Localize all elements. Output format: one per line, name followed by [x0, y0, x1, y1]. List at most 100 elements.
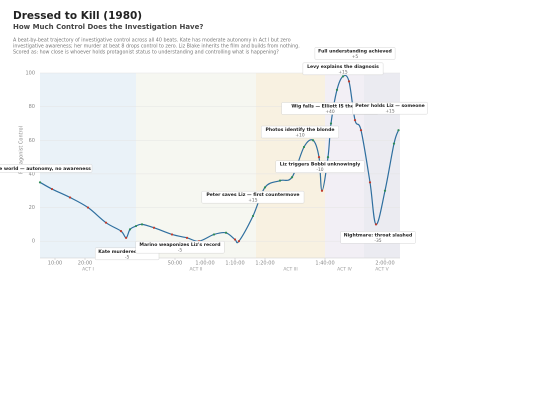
annotation-label: Liz triggers Bobbi unknowingly — [280, 162, 360, 168]
annotation-label: Marino weaponizes Liz's record — [139, 242, 220, 248]
annotation-label: Photos identify the blonde — [266, 127, 335, 133]
point — [119, 229, 123, 233]
x-tick-label: 10:00 — [48, 261, 62, 267]
point — [263, 186, 267, 189]
y-tick-label: 100 — [25, 71, 35, 77]
point — [237, 240, 240, 243]
annotation: Peter holds Liz — someone+15 — [352, 101, 428, 115]
x-tick-label: 20:00 — [78, 261, 92, 267]
annotation-delta: -5 — [125, 254, 130, 260]
point — [170, 233, 174, 236]
annotation-delta: +40 — [325, 109, 334, 115]
annotation: Marino weaponizes Liz's record-5 — [135, 240, 225, 254]
annotation-box — [340, 231, 416, 244]
annotation: Levy explains the diagnosis+15 — [302, 62, 384, 76]
point — [347, 80, 351, 83]
annotation: Photos identify the blonde+10 — [261, 125, 339, 139]
annotation-box — [261, 125, 339, 139]
annotation-label: Peter saves Liz — first countermove — [206, 192, 299, 198]
point — [374, 223, 378, 226]
y-axis-label: Protagonist Control — [19, 126, 25, 174]
y-tick-label: 60 — [29, 138, 35, 144]
annotation: Liz triggers Bobbi unknowingly-10 — [275, 160, 365, 173]
point — [152, 226, 156, 229]
point — [326, 155, 330, 159]
annotation-box — [314, 47, 396, 60]
point — [383, 189, 387, 192]
point — [140, 223, 144, 226]
description: A beat-by-beat trajectory of investigati… — [13, 38, 291, 44]
point — [212, 233, 216, 236]
annotation: Peter saves Liz — first countermove+15 — [201, 190, 305, 204]
x-tick-label: 1:10:00 — [225, 261, 244, 267]
annotation: Full understanding achieved+5 — [314, 47, 396, 60]
point — [359, 129, 363, 132]
annotation-label: Nightmare: throat slashed — [344, 232, 412, 238]
x-tick-label: 1:20:00 — [255, 261, 274, 267]
x-tick-label: 2:00:00 — [375, 261, 394, 267]
annotation-delta: +10 — [295, 133, 304, 139]
x-tick-label: 1:40:00 — [315, 261, 334, 267]
point — [302, 145, 306, 149]
act-band — [364, 73, 400, 258]
point — [368, 181, 372, 184]
point — [335, 88, 339, 91]
y-tick-label: 0 — [32, 239, 35, 245]
annotation-box — [352, 101, 428, 115]
point — [86, 206, 90, 209]
point — [38, 181, 42, 184]
point — [68, 196, 72, 199]
point — [311, 139, 315, 142]
description: Scored as: how close is whoever holds pr… — [13, 50, 279, 56]
point — [290, 176, 294, 179]
point — [251, 214, 255, 218]
y-tick-label: 80 — [29, 104, 35, 110]
point — [125, 236, 128, 239]
point — [50, 187, 54, 191]
act-label: ACT I — [82, 267, 94, 273]
point — [134, 224, 138, 228]
point — [233, 238, 237, 241]
annotation-delta: +15 — [385, 109, 394, 115]
description: investigative awareness; her murder at b… — [13, 44, 300, 50]
point — [224, 231, 228, 234]
annotation-label: e world — autonomy, no awareness — [0, 166, 91, 172]
annotation-label: Full understanding achieved — [318, 48, 392, 54]
annotation-box — [302, 62, 384, 76]
annotation: Nightmare: throat slashed-35 — [340, 231, 416, 244]
act-label: ACT IV — [337, 267, 353, 273]
y-tick-label: 20 — [29, 205, 35, 211]
point — [320, 189, 324, 192]
annotation-label: Peter holds Liz — someone — [355, 103, 425, 109]
point — [104, 221, 108, 224]
chart-subtitle: How Much Control Does the Investigation … — [13, 23, 203, 31]
point — [397, 129, 400, 132]
annotation-delta: -5 — [178, 248, 183, 254]
annotation-label: Levy explains the diagnosis — [307, 64, 379, 70]
point — [185, 236, 189, 239]
annotation-box — [135, 240, 225, 254]
point — [341, 75, 345, 78]
point — [392, 142, 396, 145]
point — [128, 228, 132, 231]
act-label: ACT II — [190, 267, 203, 273]
annotation-label: Wig falls — Elliott IS the killer — [291, 103, 369, 109]
point — [329, 122, 333, 125]
annotation-label: Kate murdered in elev — [98, 249, 156, 255]
annotation: e world — autonomy, no awareness — [0, 164, 93, 173]
annotation-delta: +15 — [338, 69, 347, 75]
chart-title: Dressed to Kill (1980) — [13, 10, 142, 22]
point — [317, 155, 321, 159]
point — [278, 179, 282, 182]
x-tick-label: 1:00:00 — [195, 261, 214, 267]
act-label: ACT V — [375, 267, 389, 273]
point — [353, 118, 357, 122]
act-label: ACT III — [283, 267, 297, 273]
y-tick-label: 40 — [29, 171, 35, 177]
annotation-box — [201, 190, 305, 204]
annotation-delta: -35 — [374, 238, 381, 244]
annotation-box — [0, 164, 93, 173]
annotation-delta: -10 — [316, 167, 323, 173]
